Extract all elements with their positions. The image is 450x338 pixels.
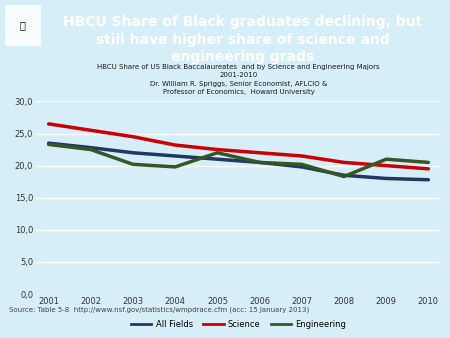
Bar [4, 5, 40, 46]
Text: 🏛: 🏛 [19, 20, 26, 30]
Text: HBCU Share of Black graduates declining, but
still have higher share of science : HBCU Share of Black graduates declining,… [63, 15, 423, 64]
Legend: All Fields, Science, Engineering: All Fields, Science, Engineering [127, 317, 350, 332]
Title: HBCU Share of US Black Baccalaureates  and by Science and Engineering Majors
200: HBCU Share of US Black Baccalaureates an… [97, 64, 380, 95]
Text: Source: Table 5-8  http://www.nsf.gov/statistics/wmpdrace.cfm (acc: 15 January 2: Source: Table 5-8 http://www.nsf.gov/sta… [9, 306, 309, 313]
